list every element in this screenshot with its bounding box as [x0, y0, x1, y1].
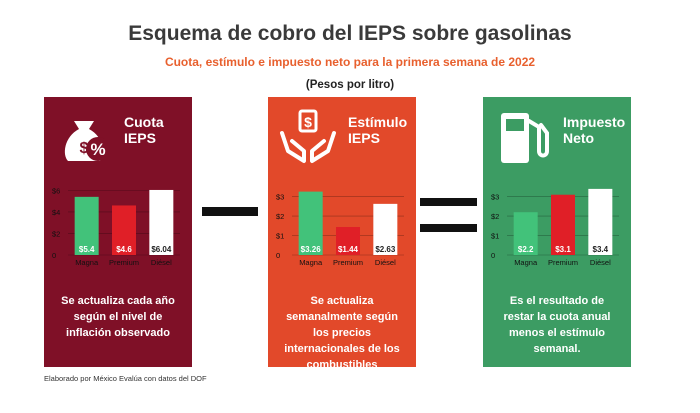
bar-magna [513, 212, 538, 255]
bar-chart-impuesto: $3 $2 $1 0 $2.2 Magna $3.1 Premium $3.4 Diésel [491, 188, 619, 267]
panel-cuota-ieps: $ % Cuota IEPS $6 $4 $2 0 $5.4 Magna $4.6 Premi… [44, 97, 192, 367]
x-tick-label: Diésel [151, 258, 172, 267]
x-tick-label: Premium [109, 258, 139, 267]
chart-title: Esquema de cobro del IEPS sobre gasolina… [128, 22, 572, 45]
data-label: $1.44 [338, 245, 359, 254]
y-tick-label: 0 [276, 251, 280, 260]
hands-money-icon: $ [280, 109, 336, 163]
y-tick-label: $3 [276, 193, 284, 202]
panel-description: Se actualiza cada año según el nivel de … [61, 295, 175, 339]
y-tick-label: $6 [52, 186, 60, 195]
bar-magna [74, 196, 99, 255]
y-tick-label: 0 [491, 251, 495, 260]
data-label: $3.4 [593, 245, 609, 254]
data-label: $2.63 [375, 245, 396, 254]
panel-title: Estímulo IEPS [348, 114, 408, 146]
equals-operator-bottom [420, 224, 477, 232]
bar-diésel [588, 188, 613, 255]
data-label: $6.04 [151, 245, 172, 254]
source-note: Elaborado por México Evalúa con datos de… [44, 374, 207, 383]
svg-text:$: $ [304, 114, 312, 130]
x-tick-label: Magna [299, 258, 323, 267]
svg-text:$: $ [80, 140, 89, 157]
minus-operator [202, 207, 258, 216]
x-tick-label: Diésel [590, 258, 611, 267]
bar-premium [336, 227, 360, 255]
panel-description: Se actualiza semanalmente según los prec… [284, 295, 400, 371]
money-bag-icon: $ % [64, 121, 110, 161]
panel-description: Es el resultado de restar la cuota anual… [503, 295, 611, 355]
panel-title: Impuesto Neto [563, 114, 626, 146]
data-label: $3.1 [555, 245, 571, 254]
x-tick-label: Magna [75, 258, 99, 267]
x-tick-label: Premium [333, 258, 363, 267]
bar-diésel [373, 203, 398, 255]
x-tick-label: Magna [514, 258, 538, 267]
bar-magna [298, 191, 323, 255]
data-label: $5.4 [79, 245, 95, 254]
panel-title: Cuota IEPS [124, 114, 164, 146]
svg-text:%: % [90, 140, 105, 159]
equals-operator-top [420, 198, 477, 206]
y-tick-label: $4 [52, 208, 60, 217]
panel-estimulo-ieps: $ Estímulo IEPS $3 $2 $1 0 $3.26 Magna $1.44 Pr… [268, 97, 416, 371]
x-tick-label: Diésel [375, 258, 396, 267]
bar-diésel [149, 189, 174, 255]
y-tick-label: $2 [491, 212, 499, 221]
chart-subtitle: Cuota, estímulo e impuesto neto para la … [164, 55, 536, 69]
y-tick-label: $1 [491, 232, 499, 241]
units-label: (Pesos por litro) [305, 79, 395, 91]
panel-impuesto-neto: Impuesto Neto $3 $2 $1 0 $2.2 Magna $3.1 Premiu… [483, 97, 631, 367]
x-tick-label: Premium [548, 258, 578, 267]
bar-chart-estimulo: $3 $2 $1 0 $3.26 Magna $1.44 Premium $2.63 Diésel [276, 191, 404, 267]
y-tick-label: $2 [276, 212, 284, 221]
y-tick-label: 0 [52, 251, 56, 260]
data-label: $3.26 [301, 245, 322, 254]
data-label: $2.2 [518, 245, 534, 254]
bar-premium [551, 194, 575, 255]
data-label: $4.6 [116, 245, 132, 254]
y-tick-label: $3 [491, 193, 499, 202]
y-tick-label: $1 [276, 232, 284, 241]
bar-premium [112, 205, 136, 255]
fuel-pump-icon [501, 113, 549, 163]
y-tick-label: $2 [52, 229, 60, 238]
bar-chart-cuota: $6 $4 $2 0 $5.4 Magna $4.6 Premium $6.04 Diésel [52, 186, 180, 267]
